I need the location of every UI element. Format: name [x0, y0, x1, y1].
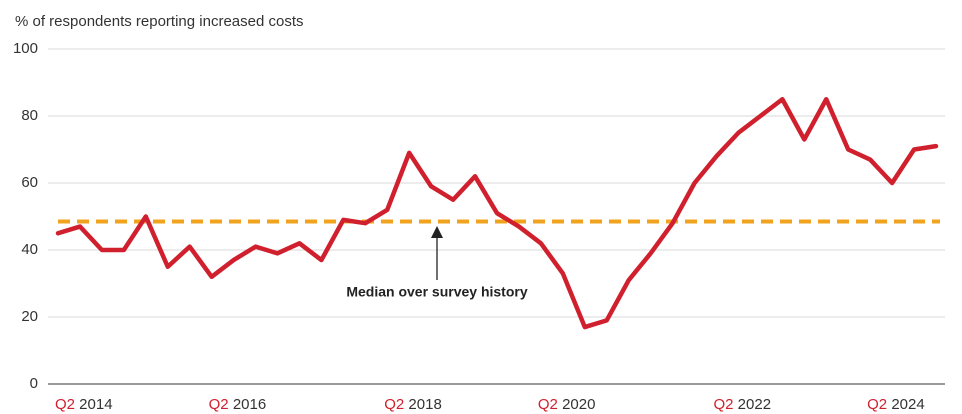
y-tick-label: 20 — [21, 308, 38, 325]
x-tick-label: Q2 2018 — [384, 396, 442, 413]
x-tick-quarter: Q2 — [714, 396, 734, 413]
y-tick-label: 0 — [30, 375, 38, 392]
x-tick-quarter: Q2 — [384, 396, 404, 413]
x-tick-year: 2022 — [734, 396, 772, 413]
x-tick-label: Q2 2020 — [538, 396, 596, 413]
x-tick-quarter: Q2 — [209, 396, 229, 413]
x-tick-label: Q2 2014 — [55, 396, 113, 413]
x-tick-quarter: Q2 — [867, 396, 887, 413]
x-tick-quarter: Q2 — [538, 396, 558, 413]
x-tick-label: Q2 2016 — [209, 396, 267, 413]
x-tick-quarter: Q2 — [55, 396, 75, 413]
x-tick-year: 2018 — [404, 396, 442, 413]
annotation-arrowhead — [431, 226, 443, 238]
y-tick-label: 40 — [21, 241, 38, 258]
y-tick-label: 80 — [21, 107, 38, 124]
y-tick-label: 100 — [13, 40, 38, 57]
y-axis-label: % of respondents reporting increased cos… — [15, 13, 304, 30]
data-line — [55, 97, 939, 330]
x-tick-year: 2020 — [558, 396, 596, 413]
x-tick-label: Q2 2022 — [714, 396, 772, 413]
annotation: Median over survey history — [346, 284, 528, 300]
x-tick-label: Q2 2024 — [867, 396, 925, 413]
y-tick-label: 60 — [21, 174, 38, 191]
x-tick-year: 2024 — [887, 396, 925, 413]
x-tick-year: 2014 — [75, 396, 113, 413]
x-tick-year: 2016 — [229, 396, 267, 413]
